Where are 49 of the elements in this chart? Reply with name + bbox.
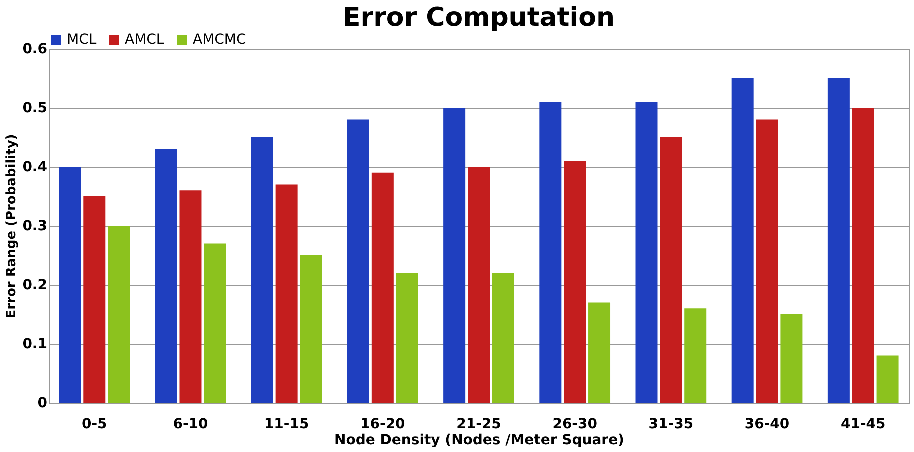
y-tick-label: 0.2	[22, 278, 48, 294]
y-axis-title: Error Range (Probability)	[4, 134, 20, 319]
y-tick-label: 0.6	[22, 42, 48, 58]
x-tick-label: 6-10	[173, 416, 208, 432]
chart-title: Error Computation	[343, 3, 615, 33]
bar	[468, 167, 490, 403]
y-tick-label: 0.1	[22, 336, 48, 352]
bar	[84, 196, 106, 403]
legend-label: AMCL	[125, 32, 164, 48]
x-tick-label: 0-5	[82, 416, 108, 432]
bar	[636, 102, 658, 403]
bar	[108, 226, 130, 403]
y-tick-label: 0	[38, 396, 48, 412]
x-tick-label: 41-45	[840, 416, 886, 432]
legend-label: AMCMC	[193, 32, 247, 48]
bar	[372, 172, 394, 403]
bar	[396, 273, 418, 403]
bar	[204, 244, 226, 403]
bar	[780, 314, 803, 403]
bar	[588, 302, 611, 403]
bar	[876, 356, 899, 403]
bar	[300, 256, 322, 403]
bar	[660, 138, 682, 403]
y-tick-label: 0.3	[22, 218, 48, 234]
bar	[852, 108, 874, 403]
bar	[251, 138, 274, 403]
legend-label: MCL	[67, 32, 97, 48]
bar	[347, 120, 370, 403]
x-axis-title: Node Density (Nodes /Meter Square)	[334, 432, 624, 448]
bar	[828, 78, 850, 403]
bar	[180, 190, 202, 403]
bar	[492, 273, 514, 403]
x-tick-label: 31-35	[648, 416, 694, 432]
bar	[732, 78, 754, 403]
bar	[276, 184, 298, 403]
x-tick-label: 21-25	[456, 416, 502, 432]
x-tick-label: 11-15	[264, 416, 310, 432]
bar	[756, 120, 778, 403]
x-tick-label: 16-20	[360, 416, 406, 432]
bar	[564, 161, 586, 403]
y-tick-label: 0.4	[22, 160, 48, 176]
x-tick-label: 26-30	[552, 416, 598, 432]
bar	[59, 167, 82, 403]
x-tick-label: 36-40	[744, 416, 790, 432]
y-tick-label: 0.5	[22, 100, 48, 116]
bar	[540, 102, 562, 403]
bar	[444, 108, 466, 403]
bar	[155, 149, 178, 403]
bar	[684, 308, 707, 403]
